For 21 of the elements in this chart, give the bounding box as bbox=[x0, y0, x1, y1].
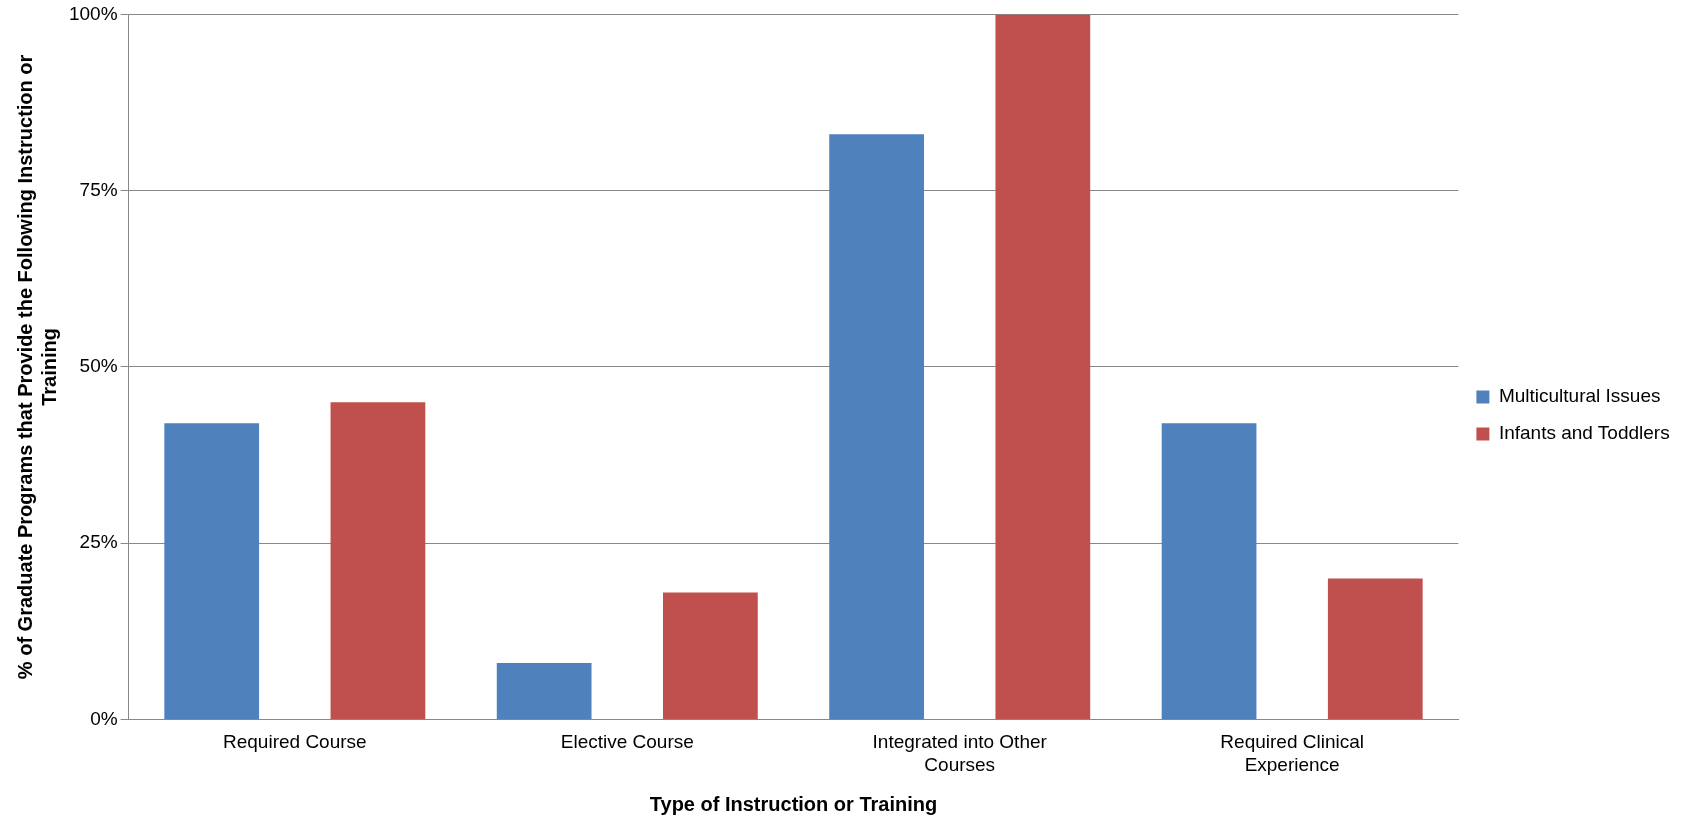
y-tick-label: 0% bbox=[90, 707, 118, 729]
legend-label: Infants and Toddlers bbox=[1498, 422, 1670, 444]
bar bbox=[995, 14, 1091, 719]
x-tick-label: Required Clinical Experience bbox=[1220, 731, 1364, 775]
y-tick-label: 50% bbox=[79, 355, 118, 377]
bar bbox=[164, 423, 260, 719]
y-tick-label: 75% bbox=[79, 178, 118, 200]
bar bbox=[1161, 423, 1257, 719]
x-tick-label: Integrated into Other Courses bbox=[872, 731, 1048, 775]
x-tick-label: Elective Course bbox=[560, 731, 694, 753]
bar bbox=[829, 134, 924, 719]
bar bbox=[663, 592, 758, 719]
bar bbox=[496, 663, 592, 719]
bar bbox=[1327, 578, 1423, 719]
y-tick-label: 25% bbox=[79, 531, 118, 553]
x-axis-title: Type of Instruction or Training bbox=[649, 792, 938, 815]
legend-label: Multicultural Issues bbox=[1498, 385, 1661, 407]
y-tick-label: 100% bbox=[68, 2, 118, 24]
bar bbox=[330, 402, 426, 719]
y-axis-title: % of Graduate Programs that Provide the Following Instruction or Training bbox=[13, 54, 60, 680]
x-tick-label: Required Course bbox=[223, 731, 367, 753]
